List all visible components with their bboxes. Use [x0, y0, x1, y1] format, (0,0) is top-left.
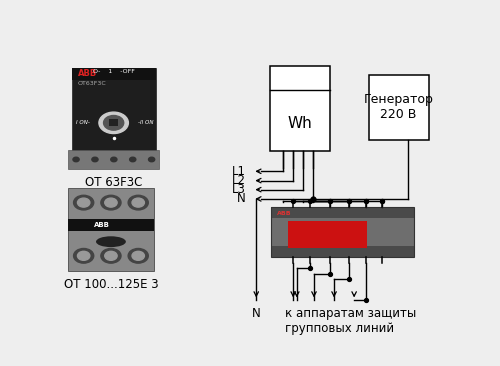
Circle shape — [148, 157, 154, 162]
Text: N: N — [252, 307, 260, 320]
Circle shape — [128, 249, 148, 263]
Bar — [271, 208, 414, 257]
Text: O-    1    -OFF: O- 1 -OFF — [93, 69, 135, 74]
Circle shape — [74, 195, 94, 210]
Circle shape — [73, 157, 79, 162]
Circle shape — [104, 198, 117, 207]
Bar — [271, 208, 414, 257]
Bar — [271, 208, 414, 218]
Bar — [72, 68, 156, 80]
Circle shape — [132, 251, 144, 260]
Text: I ON-: I ON- — [76, 120, 90, 125]
Circle shape — [128, 195, 148, 210]
Circle shape — [78, 251, 90, 260]
Circle shape — [92, 157, 98, 162]
Text: ABB: ABB — [276, 211, 291, 216]
Text: L2: L2 — [232, 174, 246, 187]
Text: L1: L1 — [232, 165, 246, 178]
Text: OT63F3C: OT63F3C — [78, 81, 107, 86]
Text: Генератор
220 В: Генератор 220 В — [364, 93, 434, 122]
Bar — [68, 219, 154, 231]
Circle shape — [104, 251, 117, 260]
Bar — [68, 150, 160, 169]
Bar — [68, 188, 154, 271]
Circle shape — [110, 157, 117, 162]
Text: L3: L3 — [232, 183, 246, 196]
Circle shape — [104, 116, 124, 130]
Bar — [271, 246, 414, 257]
Circle shape — [130, 157, 136, 162]
Circle shape — [78, 198, 90, 207]
Bar — [368, 75, 428, 140]
Text: N: N — [237, 193, 246, 205]
Circle shape — [101, 249, 121, 263]
Text: ОТ 100...125Е 3: ОТ 100...125Е 3 — [64, 278, 158, 291]
Circle shape — [74, 249, 94, 263]
Bar — [72, 68, 156, 167]
Bar — [270, 67, 330, 151]
Ellipse shape — [96, 236, 126, 247]
Text: к аппаратам защиты
групповых линий: к аппаратам защиты групповых линий — [286, 307, 416, 335]
Circle shape — [101, 195, 121, 210]
Text: ABB: ABB — [78, 69, 97, 78]
Bar — [109, 119, 118, 126]
Bar — [288, 221, 367, 248]
Circle shape — [132, 198, 144, 207]
Circle shape — [99, 112, 128, 134]
Text: Wh: Wh — [288, 116, 312, 131]
Text: ABB: ABB — [94, 222, 110, 228]
Text: -II ON: -II ON — [138, 120, 154, 125]
Text: ОТ 63F3C: ОТ 63F3C — [85, 176, 142, 189]
